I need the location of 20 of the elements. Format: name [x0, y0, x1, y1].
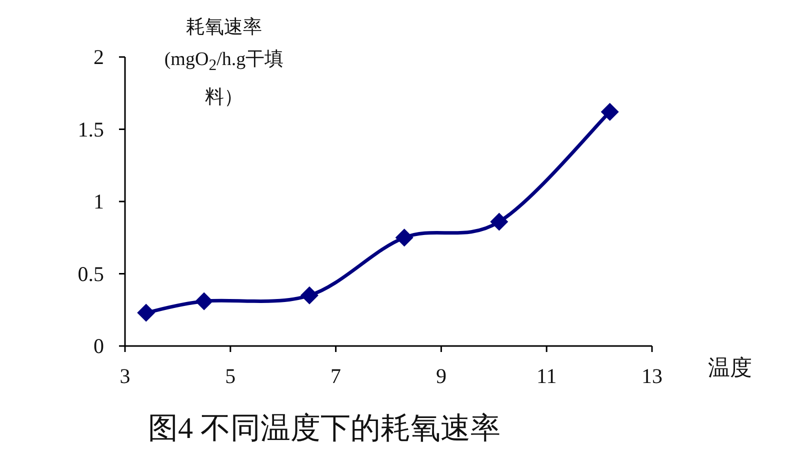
y-tick-label: 1 [94, 190, 104, 214]
y-tick-label: 0.5 [78, 262, 104, 286]
point [195, 292, 214, 310]
x-tick-label: 13 [642, 364, 662, 388]
point [300, 286, 318, 304]
x-tick-label: 7 [330, 364, 342, 388]
y-tick-label: 1.5 [78, 117, 104, 142]
point [600, 102, 619, 121]
text: 图4 不同温度下的耗氧速率 [148, 411, 500, 447]
y-tick-label: 0 [94, 334, 104, 358]
x-tick-label: 5 [225, 364, 236, 388]
point [137, 304, 156, 322]
x-tick-label: 3 [120, 364, 130, 388]
x-tick-label: 11 [536, 364, 557, 388]
x-tick-label: 9 [436, 364, 446, 388]
y-axis-title: 耗氧速率 (mgO$_{2}$/h.g干填料） [163, 16, 285, 110]
point [395, 228, 414, 247]
y-tick-label: 2 [94, 45, 104, 69]
x-axis-title: 温度 [708, 355, 752, 383]
point [490, 212, 508, 231]
